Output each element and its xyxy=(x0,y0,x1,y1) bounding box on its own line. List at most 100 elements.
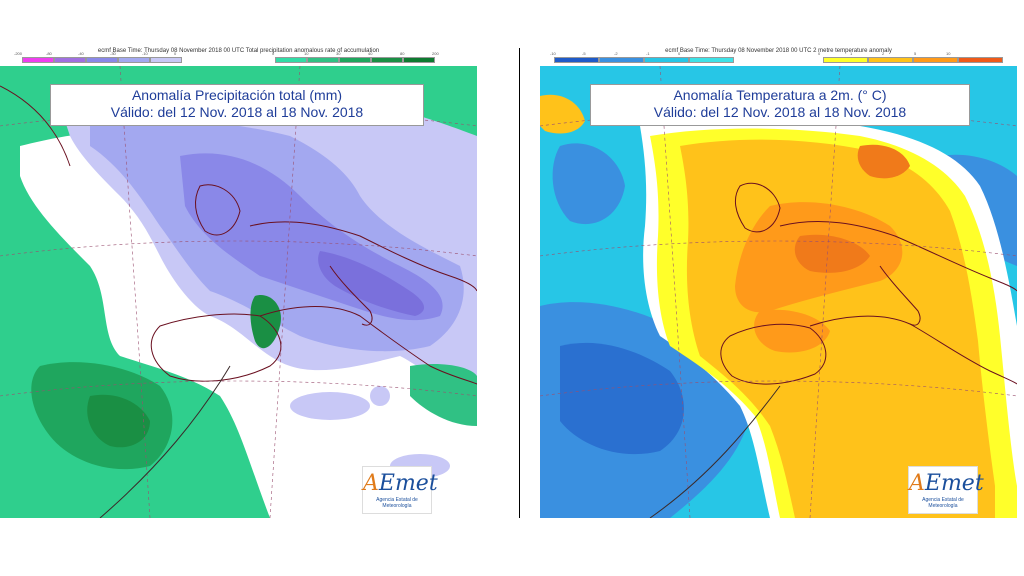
longitude-line xyxy=(119,66,151,518)
warm-patch-greenland xyxy=(540,94,585,134)
longitude-line xyxy=(269,66,301,518)
europe-coastline xyxy=(779,221,1017,292)
scale-swatch xyxy=(54,57,86,63)
scale-tick: 0 xyxy=(678,51,681,56)
scale-swatch xyxy=(118,57,150,63)
scale-tick: 10 xyxy=(946,51,951,56)
aemet-logo-word: AEmet xyxy=(909,471,984,496)
light-deficit-patch xyxy=(290,392,370,420)
negative-color-scale xyxy=(554,57,734,63)
map-title: Anomalía Temperatura a 2m. (° C) xyxy=(673,87,887,103)
aemet-logo: AEmet Agencia Estatal de Meteorología xyxy=(362,466,438,514)
wet-anomaly-iberia xyxy=(250,295,281,349)
scale-swatch xyxy=(403,57,435,63)
scale-tick: -30 xyxy=(110,51,116,56)
scale-swatch xyxy=(689,57,734,63)
positive-scale-ticks: 0 10 30 40 80 200 xyxy=(272,51,464,56)
positive-color-scale xyxy=(823,57,1003,63)
map-title-box: Anomalía Precipitación total (mm) Válido… xyxy=(50,84,424,126)
longitude-line xyxy=(659,66,691,518)
temperature-map xyxy=(540,66,1017,518)
scale-tick: 5 xyxy=(914,51,917,56)
scale-tick: 0 xyxy=(818,51,821,56)
map-validity: Válido: del 12 Nov. 2018 al 18 Nov. 2018 xyxy=(653,104,907,120)
north-africa-coastline xyxy=(809,315,1017,385)
aemet-logo-subtitle: Agencia Estatal de Meteorología xyxy=(376,497,418,509)
aemet-logo-subtitle: Agencia Estatal de Meteorología xyxy=(922,497,964,509)
scale-tick: -40 xyxy=(78,51,84,56)
precipitation-anomaly-map-panel: ecmf Base Time: Thursday 08 November 201… xyxy=(0,48,477,518)
scale-swatch xyxy=(275,57,307,63)
scale-tick: 40 xyxy=(368,51,373,56)
italy-coastline xyxy=(329,265,373,326)
latitude-line xyxy=(0,380,477,397)
positive-scale-ticks: 0 1 2 5 10 xyxy=(818,51,978,56)
scale-tick: 200 xyxy=(432,51,439,56)
aemet-logo-word: AEmet xyxy=(363,471,438,496)
map-header: ecmf Base Time: Thursday 08 November 201… xyxy=(540,48,1017,66)
scale-tick: 0 xyxy=(272,51,275,56)
negative-scale-ticks: -10 -5 -2 -1 0 xyxy=(550,51,710,56)
longitude-line xyxy=(809,66,841,518)
negative-color-scale xyxy=(22,57,182,63)
strongest-deficit-area xyxy=(318,251,425,316)
scale-tick: -1 xyxy=(646,51,650,56)
scale-swatch xyxy=(22,57,54,63)
light-deficit-patch xyxy=(370,386,390,406)
map-validity: Válido: del 12 Nov. 2018 al 18 Nov. 2018 xyxy=(110,104,364,120)
british-isles-coastline xyxy=(194,184,241,236)
scale-tick: -2 xyxy=(614,51,618,56)
scale-swatch xyxy=(868,57,913,63)
map-title-box: Anomalía Temperatura a 2m. (° C) Válido:… xyxy=(590,84,970,126)
scale-swatch xyxy=(371,57,403,63)
precipitation-map-graphic xyxy=(0,66,477,518)
strong-wet-anomaly-area xyxy=(87,394,150,448)
scale-tick: 30 xyxy=(336,51,341,56)
temperature-map-graphic xyxy=(540,66,1017,518)
strong-warm-area-iberia xyxy=(754,309,830,353)
scale-swatch xyxy=(150,57,182,63)
temperature-anomaly-map-panel: ecmf Base Time: Thursday 08 November 201… xyxy=(540,48,1017,518)
map-header-text: ecmf Base Time: Thursday 08 November 201… xyxy=(97,48,380,54)
italy-coastline xyxy=(879,265,921,326)
north-africa-coastline xyxy=(259,306,477,385)
scale-swatch xyxy=(599,57,644,63)
greenland-coastline xyxy=(0,85,71,167)
positive-color-scale xyxy=(275,57,435,63)
strong-cold-anomaly-area xyxy=(560,342,684,455)
scale-tick: 1 xyxy=(850,51,853,56)
europe-coastline xyxy=(249,221,477,292)
scale-tick: -80 xyxy=(46,51,52,56)
strongest-warm-area-north xyxy=(857,144,910,179)
scale-swatch xyxy=(554,57,599,63)
iberia-coastline xyxy=(720,323,827,385)
scale-tick: 80 xyxy=(400,51,405,56)
iberia-coastline xyxy=(150,313,282,382)
scale-swatch xyxy=(644,57,689,63)
latitude-line xyxy=(540,380,1017,397)
scale-tick: 0 xyxy=(174,51,177,56)
scale-tick: -5 xyxy=(582,51,586,56)
scale-swatch xyxy=(339,57,371,63)
negative-scale-ticks: -200 -80 -40 -30 -10 0 xyxy=(14,51,206,56)
scale-swatch xyxy=(307,57,339,63)
latitude-line xyxy=(0,240,477,257)
africa-coast-line xyxy=(99,365,231,518)
strongest-warm-area xyxy=(794,234,870,273)
precipitation-map xyxy=(0,66,477,518)
scale-swatch xyxy=(958,57,1003,63)
scale-swatch xyxy=(913,57,958,63)
scale-swatch xyxy=(823,57,868,63)
scale-tick: -10 xyxy=(142,51,148,56)
scale-swatch xyxy=(86,57,118,63)
scale-tick: 2 xyxy=(882,51,885,56)
panel-divider xyxy=(519,48,520,518)
aemet-logo: AEmet Agencia Estatal de Meteorología xyxy=(908,466,984,514)
british-isles-coastline xyxy=(734,182,781,233)
wet-anomaly-east xyxy=(410,364,477,426)
cold-anomaly-atlantic xyxy=(552,143,625,225)
map-header: ecmf Base Time: Thursday 08 November 201… xyxy=(0,48,477,66)
map-title: Anomalía Precipitación total (mm) xyxy=(131,87,343,103)
scale-tick: -200 xyxy=(14,51,23,56)
scale-tick: 10 xyxy=(304,51,309,56)
